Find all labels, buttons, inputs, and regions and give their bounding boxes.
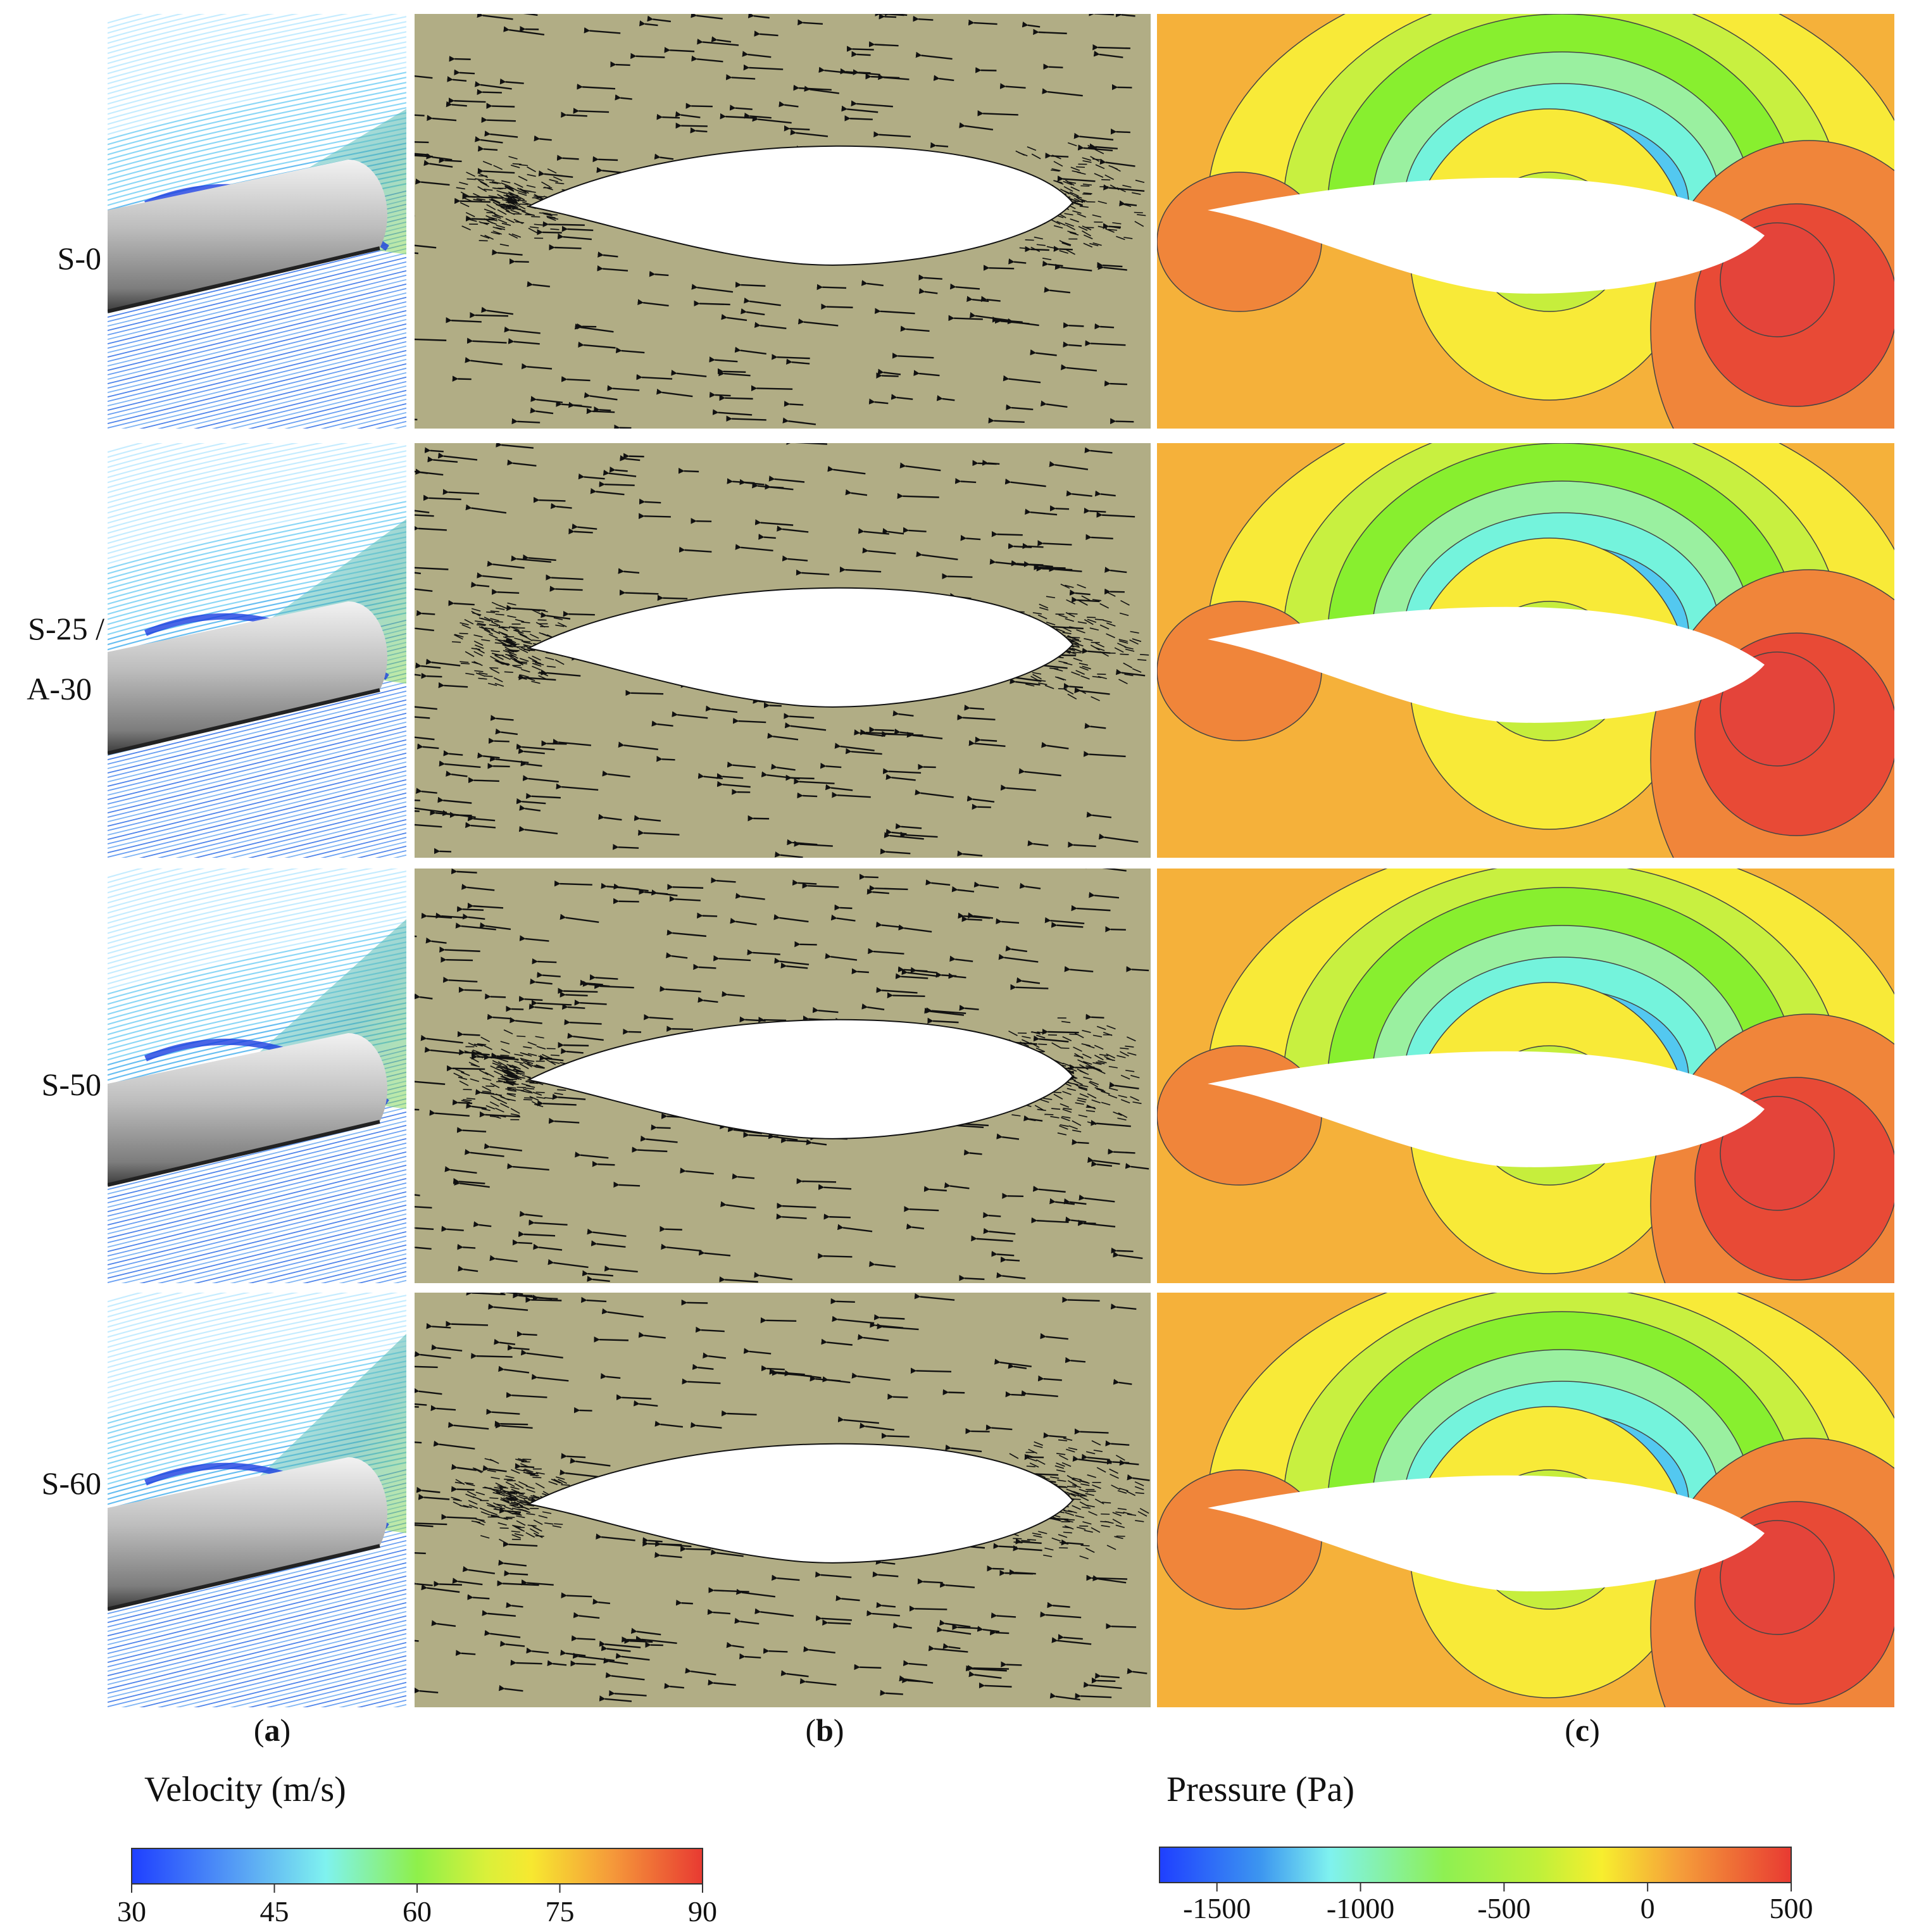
pressure-panel-row-4 — [1157, 1293, 1894, 1707]
streamline-panel-row-2 — [108, 443, 406, 858]
vector-panel-row-4 — [415, 1293, 1151, 1707]
panel-label-c: (c) — [1565, 1712, 1600, 1748]
airfoil-section — [526, 145, 1074, 266]
row-labels: S-0 S-25 / A-30 S-50 S-60 — [27, 241, 104, 1501]
pressure-panel-row-3 — [1157, 869, 1894, 1283]
row-label-s50: S-50 — [42, 1067, 101, 1102]
column-c-pressure-contours — [1157, 14, 1894, 1707]
airfoil-section — [1208, 606, 1765, 723]
velocity-tick-label: 60 — [403, 1895, 432, 1928]
velocity-tick-label: 30 — [117, 1895, 146, 1928]
velocity-colorbar-gradient — [131, 1848, 703, 1885]
velocity-tick-label: 45 — [260, 1895, 289, 1928]
velocity-colorbar: Velocity (m/s) 30 45 60 75 90 — [117, 1770, 717, 1928]
wing-body — [108, 1033, 387, 1185]
vector-panel-row-2 — [415, 443, 1151, 858]
pressure-colorbar-ticks: -1500 -1000 -500 0 500 — [1183, 1883, 1813, 1924]
pressure-panel-row-2 — [1157, 443, 1894, 858]
pressure-colorbar: Pressure (Pa) -1500 -1000 -500 0 500 — [1159, 1770, 1813, 1924]
pressure-panel-row-1 — [1157, 14, 1894, 429]
vector-panel-row-3 — [415, 869, 1151, 1283]
column-b-vector-fields — [415, 14, 1151, 1707]
velocity-colorbar-ticks: 30 45 60 75 90 — [117, 1884, 717, 1928]
pressure-colorbar-gradient — [1159, 1847, 1792, 1883]
pressure-tick-label: -1000 — [1327, 1892, 1394, 1924]
airfoil-section — [526, 587, 1074, 708]
pressure-tick-label: 0 — [1641, 1892, 1655, 1924]
wing-body — [108, 1457, 387, 1609]
airfoil-section — [1208, 1051, 1765, 1167]
velocity-colorbar-title: Velocity (m/s) — [144, 1770, 346, 1809]
airfoil-section — [1208, 177, 1765, 294]
panel-label-a: (a) — [254, 1712, 291, 1748]
row-label-s0: S-0 — [58, 241, 101, 276]
row-label-s60: S-60 — [42, 1465, 101, 1501]
vector-panel-row-1 — [415, 14, 1151, 429]
pressure-colorbar-title: Pressure (Pa) — [1166, 1770, 1354, 1809]
panel-label-b: (b) — [805, 1712, 844, 1748]
row-label-s25-line1: S-25 / — [28, 611, 104, 646]
velocity-tick-label: 90 — [688, 1895, 717, 1928]
pressure-tick-label: -1500 — [1183, 1892, 1251, 1924]
pressure-tick-label: -500 — [1477, 1892, 1530, 1924]
airfoil-section — [1208, 1475, 1765, 1591]
velocity-tick-label: 75 — [546, 1895, 575, 1928]
streamline-panel-row-1 — [108, 14, 406, 429]
streamline-panel-row-3 — [108, 869, 406, 1283]
pressure-tick-label: 500 — [1770, 1892, 1813, 1924]
airfoil-section — [526, 1019, 1074, 1139]
row-label-a30-line2: A-30 — [27, 671, 92, 706]
wing-body — [108, 601, 387, 753]
streamline-panel-row-4 — [108, 1293, 406, 1707]
column-a-streamlines — [108, 14, 406, 1707]
wing-body — [108, 160, 387, 311]
column-labels: (a) (b) (c) — [254, 1712, 1600, 1748]
airfoil-section — [526, 1443, 1074, 1564]
